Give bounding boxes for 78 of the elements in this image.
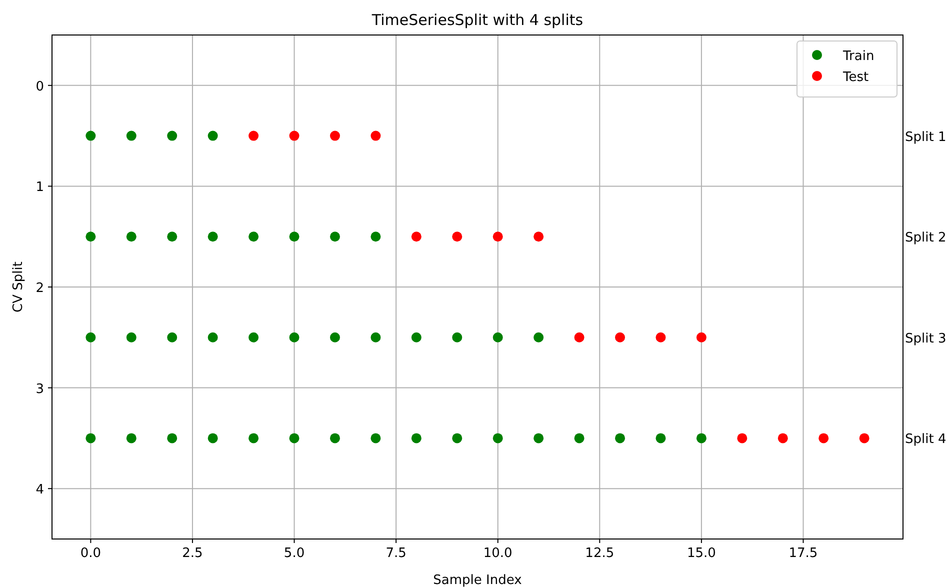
x-tick-label: 17.5: [788, 546, 818, 561]
point: [370, 130, 381, 141]
point: [330, 232, 340, 242]
legend-label: Train: [842, 49, 874, 64]
point: [330, 433, 340, 444]
x-tick-label: 7.5: [386, 546, 406, 561]
legend-label: Test: [842, 70, 869, 85]
point: [615, 332, 626, 342]
point: [534, 232, 544, 242]
y-tick-label: 3: [36, 382, 44, 397]
point: [208, 332, 218, 342]
point: [778, 433, 788, 444]
point: [126, 332, 136, 342]
point: [574, 433, 584, 444]
point: [452, 433, 462, 444]
point: [656, 332, 666, 342]
point: [370, 232, 381, 242]
point: [492, 232, 503, 242]
point: [492, 433, 503, 444]
point: [86, 433, 96, 444]
y-tick-label: 2: [36, 281, 44, 296]
point: [615, 433, 626, 444]
x-tick-label: 2.5: [182, 546, 203, 561]
text: Split 2: [905, 230, 946, 246]
point: [411, 332, 422, 342]
point: [289, 332, 300, 342]
point: [534, 433, 544, 444]
point: [208, 130, 218, 141]
point: [289, 433, 300, 444]
point: [248, 332, 259, 342]
point: [696, 433, 706, 444]
point: [574, 332, 584, 342]
text: Split 4: [905, 432, 946, 448]
point: [534, 332, 544, 342]
point: [656, 433, 666, 444]
point: [452, 232, 462, 242]
point: [330, 130, 340, 141]
point: [126, 232, 136, 242]
x-tick-label: 12.5: [585, 546, 614, 561]
point: [370, 433, 381, 444]
point: [411, 433, 422, 444]
text: Split 1: [905, 130, 946, 145]
y-axis-title: CV Split: [11, 262, 26, 312]
point: [289, 232, 300, 242]
y-tick-label: 4: [36, 482, 44, 498]
point: [248, 130, 259, 141]
point: [452, 332, 462, 342]
point: [818, 433, 829, 444]
point: [126, 130, 136, 141]
point: [330, 332, 340, 342]
x-tick-label: 10.0: [483, 546, 512, 561]
point: [696, 332, 706, 342]
point: [289, 130, 300, 141]
x-tick-label: 15.0: [686, 546, 716, 561]
point: [167, 130, 178, 141]
point: [411, 232, 422, 242]
point: [859, 433, 870, 444]
point: [370, 332, 381, 342]
point: [86, 130, 96, 141]
y-tick-label: 1: [36, 180, 44, 196]
text: Split 3: [905, 331, 946, 346]
y-tick-label: 0: [36, 79, 44, 94]
point: [86, 332, 96, 342]
point: [86, 232, 96, 242]
point: [248, 433, 259, 444]
point: [208, 433, 218, 444]
chart-title: TimeSeriesSplit with 4 splits: [370, 11, 584, 29]
point: [492, 332, 503, 342]
x-tick-label: 5.0: [284, 546, 305, 561]
point: [167, 232, 178, 242]
point: [737, 433, 748, 444]
point: [126, 433, 136, 444]
point: [167, 433, 178, 444]
x-axis-title: Sample Index: [433, 573, 522, 588]
point: [248, 232, 259, 242]
point: [167, 332, 178, 342]
x-tick-label: 0.0: [80, 546, 102, 561]
point: [208, 232, 218, 242]
